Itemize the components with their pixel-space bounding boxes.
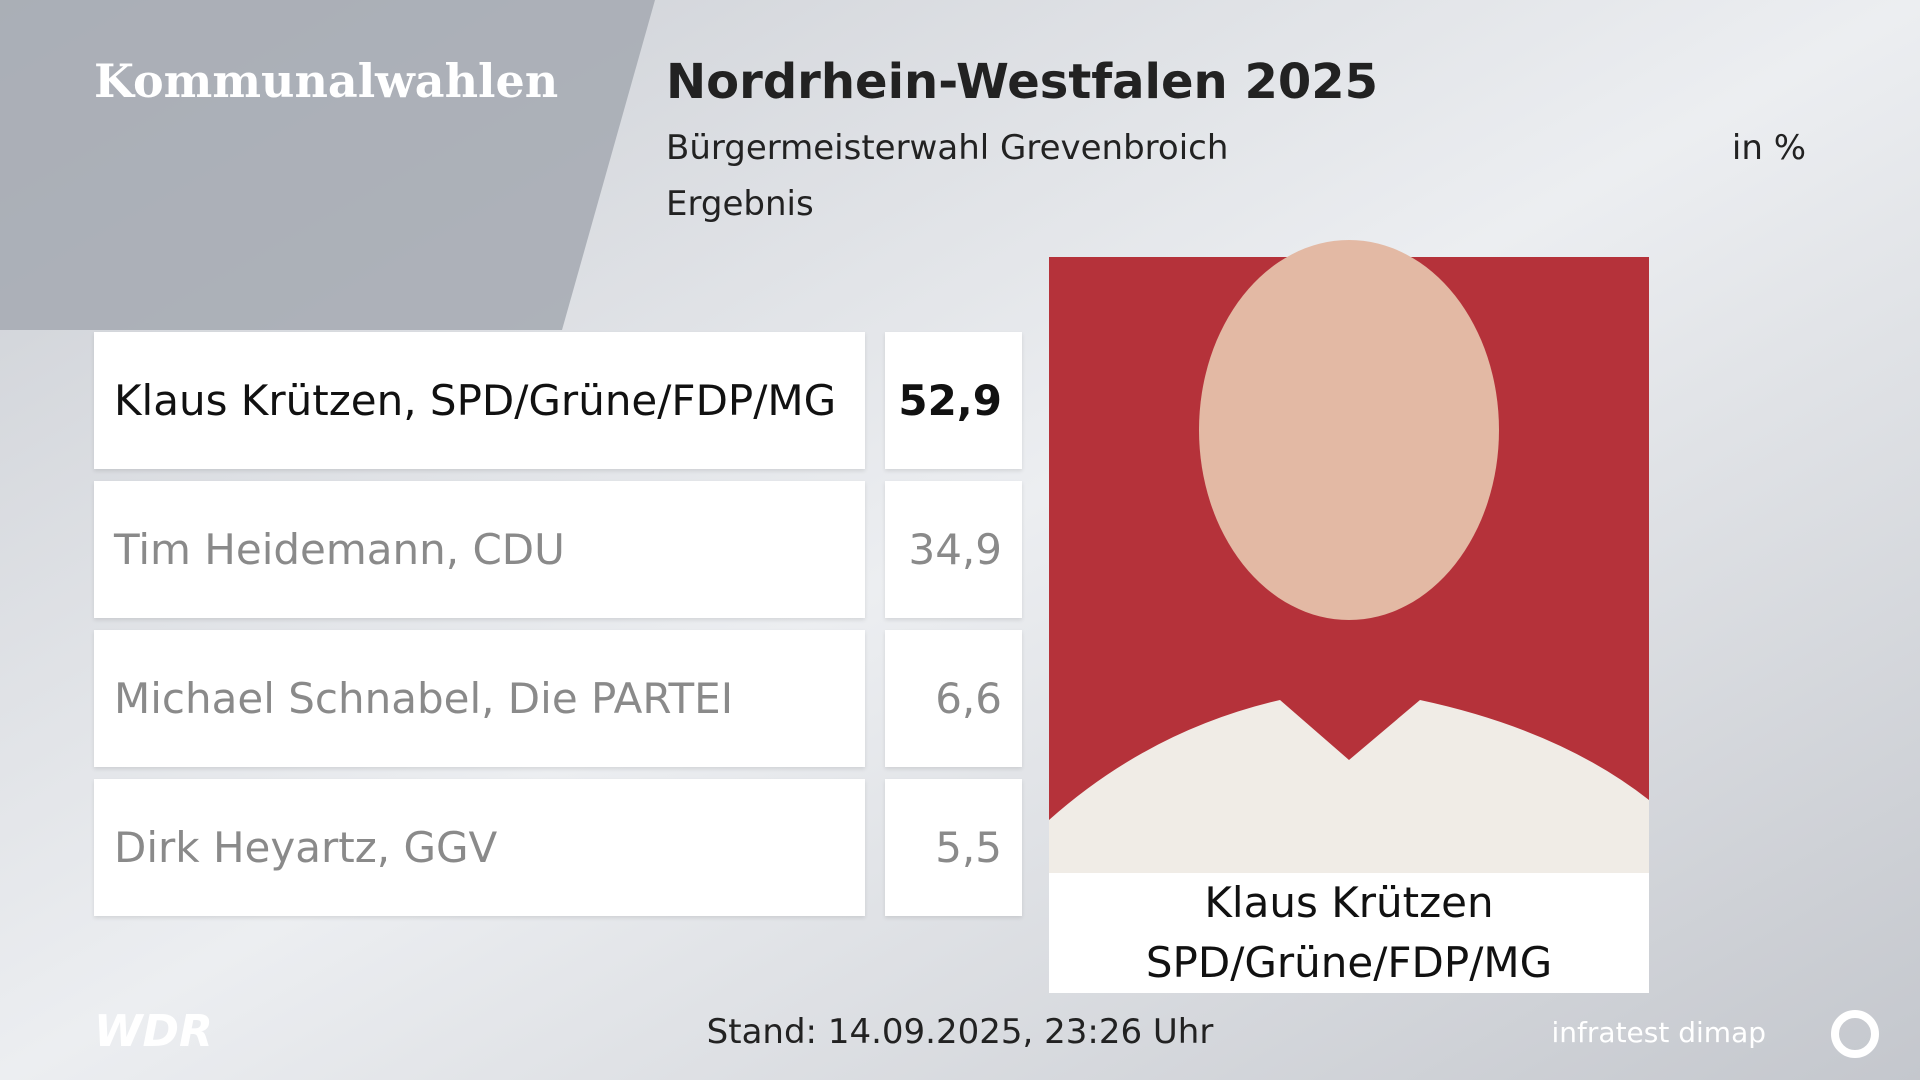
winner-party: SPD/Grüne/FDP/MG	[1145, 938, 1553, 987]
section: Kommunalwahlen	[94, 54, 559, 108]
timestamp: Stand: 14.09.2025, 23:26 Uhr	[706, 1012, 1214, 1052]
candidate: Michael Schnabel, Die PARTEI	[94, 630, 865, 767]
source: infratest dimap	[1551, 1016, 1766, 1049]
photo-shirt	[1049, 700, 1649, 873]
result: 6,6	[885, 630, 1022, 767]
candidate: Dirk Heyartz, GGV	[94, 779, 865, 916]
result: 5,5	[885, 779, 1022, 916]
winner-name: Klaus Krützen	[1204, 878, 1494, 927]
result: 52,9	[885, 332, 1022, 469]
broadcaster: WDR	[94, 1006, 213, 1057]
result: 34,9	[885, 481, 1022, 618]
caption: Klaus Krützen SPD/Grüne/FDP/MG	[1049, 873, 1649, 993]
title: Nordrhein-Westfalen 2025	[666, 54, 1379, 110]
photo-face	[1199, 240, 1499, 620]
unit: in %	[1731, 128, 1806, 168]
candidate: Tim Heidemann, CDU	[94, 481, 865, 618]
candidate: Klaus Krützen, SPD/Grüne/FDP/MG	[94, 332, 865, 469]
label: Ergebnis	[666, 184, 814, 224]
source-logo	[1831, 1010, 1879, 1058]
subtitle: Bürgermeisterwahl Grevenbroich	[666, 128, 1229, 168]
